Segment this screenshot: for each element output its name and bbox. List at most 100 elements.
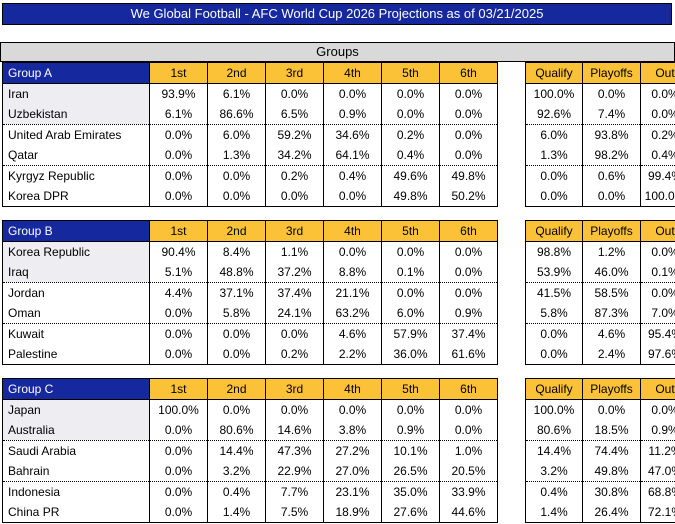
outcome-probability-cell: 0.4%: [526, 482, 583, 503]
outcome-header-cell: Qualify: [526, 221, 583, 242]
probability-cell: 6.1%: [208, 84, 266, 105]
probability-cell: 49.8%: [440, 166, 498, 187]
outcome-probability-cell: 0.6%: [583, 166, 641, 187]
team-name-cell: Uzbekistan: [3, 104, 150, 125]
probability-cell: 0.0%: [150, 441, 208, 462]
probability-cell: 0.4%: [382, 145, 440, 166]
probability-cell: 10.1%: [382, 441, 440, 462]
outcome-row: 100.0%0.0%0.0%: [526, 84, 675, 105]
probability-cell: 18.9%: [324, 502, 382, 523]
outcome-probability-cell: 1.2%: [583, 242, 641, 263]
probability-cell: 23.1%: [324, 482, 382, 503]
probability-cell: 0.0%: [324, 186, 382, 207]
outcome-probability-cell: 98.8%: [526, 242, 583, 263]
outcome-header-cell: Qualify: [526, 379, 583, 400]
outcome-probability-cell: 18.5%: [583, 420, 641, 441]
probability-cell: 27.0%: [324, 461, 382, 482]
outcome-probability-cell: 0.0%: [526, 186, 583, 207]
outcome-header-cell: Out: [641, 221, 675, 242]
position-header-cell: 4th: [324, 379, 382, 400]
probability-cell: 21.1%: [324, 283, 382, 304]
position-header-cell: 1st: [150, 221, 208, 242]
probability-cell: 90.4%: [150, 242, 208, 263]
probability-cell: 0.0%: [150, 482, 208, 503]
probability-cell: 0.0%: [382, 400, 440, 421]
probability-cell: 27.2%: [324, 441, 382, 462]
outcome-probability-cell: 11.2%: [641, 441, 675, 462]
outcome-probability-cell: 0.4%: [641, 145, 675, 166]
outcome-row: 14.4%74.4%11.2%: [526, 441, 675, 462]
outcome-probability-cell: 74.4%: [583, 441, 641, 462]
group-outcomes-table: QualifyPlayoffsOut98.8%1.2%0.0%53.9%46.0…: [525, 220, 675, 365]
outcome-row: 6.0%93.8%0.2%: [526, 125, 675, 146]
position-header-cell: 3rd: [266, 63, 324, 84]
probability-cell: 0.2%: [266, 344, 324, 365]
probability-cell: 59.2%: [266, 125, 324, 146]
position-header-cell: 4th: [324, 221, 382, 242]
team-name-cell: Kuwait: [3, 324, 150, 345]
probability-cell: 0.0%: [208, 400, 266, 421]
probability-cell: 49.6%: [382, 166, 440, 187]
probability-cell: 0.0%: [440, 400, 498, 421]
outcome-probability-cell: 0.0%: [641, 400, 675, 421]
group-name-cell: Group C: [3, 379, 150, 400]
outcome-probability-cell: 0.0%: [526, 344, 583, 365]
probability-cell: 7.7%: [266, 482, 324, 503]
probability-cell: 0.9%: [382, 420, 440, 441]
probability-cell: 50.2%: [440, 186, 498, 207]
probability-cell: 0.0%: [150, 145, 208, 166]
outcome-probability-cell: 100.0%: [526, 84, 583, 105]
groups-section-label: Groups: [316, 44, 359, 59]
outcome-probability-cell: 98.2%: [583, 145, 641, 166]
probability-cell: 37.4%: [266, 283, 324, 304]
outcome-row: 80.6%18.5%0.9%: [526, 420, 675, 441]
outcome-probability-cell: 87.3%: [583, 303, 641, 324]
probability-cell: 93.9%: [150, 84, 208, 105]
outcome-row: 3.2%49.8%47.0%: [526, 461, 675, 482]
probability-cell: 63.2%: [324, 303, 382, 324]
outcome-row: 0.0%2.4%97.6%: [526, 344, 675, 365]
position-header-cell: 6th: [440, 63, 498, 84]
probability-cell: 0.0%: [440, 125, 498, 146]
probability-cell: 8.8%: [324, 262, 382, 283]
probability-cell: 100.0%: [150, 400, 208, 421]
probability-cell: 57.9%: [382, 324, 440, 345]
probability-cell: 27.6%: [382, 502, 440, 523]
probability-cell: 0.0%: [324, 242, 382, 263]
outcome-row: 53.9%46.0%0.1%: [526, 262, 675, 283]
outcome-probability-cell: 93.8%: [583, 125, 641, 146]
team-name-cell: Palestine: [3, 344, 150, 365]
team-name-cell: Kyrgyz Republic: [3, 166, 150, 187]
probability-cell: 44.6%: [440, 502, 498, 523]
position-header-cell: 5th: [382, 221, 440, 242]
outcome-probability-cell: 0.0%: [526, 166, 583, 187]
probability-cell: 0.0%: [382, 104, 440, 125]
probability-cell: 0.9%: [440, 303, 498, 324]
probability-cell: 5.8%: [208, 303, 266, 324]
probability-cell: 0.0%: [150, 344, 208, 365]
outcome-probability-cell: 0.0%: [583, 186, 641, 207]
outcome-probability-cell: 47.0%: [641, 461, 675, 482]
probability-cell: 8.4%: [208, 242, 266, 263]
outcome-probability-cell: 53.9%: [526, 262, 583, 283]
outcome-row: 0.0%4.6%95.4%: [526, 324, 675, 345]
outcome-probability-cell: 0.0%: [641, 84, 675, 105]
outcome-row: 41.5%58.5%0.0%: [526, 283, 675, 304]
probability-cell: 0.4%: [208, 482, 266, 503]
probability-cell: 0.2%: [266, 166, 324, 187]
